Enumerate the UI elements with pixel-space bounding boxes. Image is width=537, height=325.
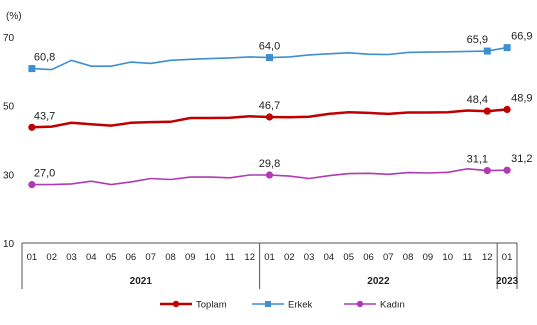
x-tick-label: 02: [284, 252, 295, 263]
data-label: 65,9: [467, 34, 488, 46]
year-label: 2022: [367, 276, 390, 287]
x-tick-label: 11: [463, 252, 473, 263]
data-label: 43,7: [34, 110, 55, 122]
data-label: 29,8: [259, 158, 280, 170]
x-tick-label: 12: [244, 252, 255, 263]
x-tick-label: 04: [324, 252, 335, 263]
y-tick-label: 50: [3, 102, 15, 113]
year-label: 2021: [130, 276, 153, 287]
y-tick-label: 30: [3, 170, 15, 181]
data-label: 48,4: [467, 94, 488, 106]
data-point-marker: [28, 181, 36, 189]
x-tick-label: 09: [185, 252, 196, 263]
data-label: 31,2: [511, 153, 532, 165]
x-tick-label: 08: [403, 252, 414, 263]
data-point-marker: [483, 47, 491, 55]
x-tick-label: 11: [225, 252, 235, 263]
y-tick-label: 70: [3, 33, 15, 44]
data-point-marker: [265, 113, 274, 121]
data-point-marker: [483, 107, 491, 115]
legend-marker: [172, 300, 180, 308]
legend-label: Kadın: [380, 300, 405, 311]
x-tick-label: 07: [383, 252, 394, 263]
data-point-marker: [483, 166, 491, 175]
y-axis-label: (%): [6, 11, 22, 22]
x-tick-label: 06: [126, 252, 137, 263]
legend-label: Erkek: [288, 300, 313, 311]
data-label: 64,0: [259, 41, 280, 53]
legend-marker: [265, 301, 271, 307]
x-tick-label: 05: [343, 252, 354, 263]
x-tick-label: 01: [27, 252, 38, 263]
x-tick-label: 10: [205, 252, 216, 263]
x-tick-label: 04: [86, 252, 97, 263]
data-point-marker: [503, 105, 511, 114]
data-point-marker: [265, 171, 274, 179]
x-tick-label: 07: [145, 252, 156, 263]
x-tick-label: 03: [304, 252, 315, 263]
data-point-marker: [266, 54, 273, 62]
data-point-marker: [28, 123, 36, 131]
data-point-marker: [503, 166, 511, 174]
data-label: 27,0: [34, 168, 55, 180]
x-tick-label: 08: [165, 252, 176, 263]
x-tick-label: 02: [46, 252, 57, 263]
x-tick-label: 01: [264, 252, 275, 263]
data-label: 31,1: [467, 154, 488, 166]
legend-label: Toplam: [196, 300, 227, 311]
data-label: 48,9: [511, 92, 532, 104]
x-tick-label: 06: [363, 252, 374, 263]
x-tick-label: 01: [502, 252, 513, 263]
data-label: 66,9: [511, 31, 532, 43]
legend-marker: [356, 300, 364, 308]
data-point-marker: [28, 65, 36, 73]
x-tick-label: 09: [423, 252, 434, 263]
data-label: 60,8: [34, 52, 55, 64]
x-tick-label: 05: [106, 252, 117, 263]
x-tick-label: 12: [482, 252, 493, 263]
x-tick-label: 03: [66, 252, 77, 263]
data-label: 46,7: [259, 100, 280, 112]
y-tick-label: 10: [3, 239, 15, 250]
year-label: 2023: [496, 276, 519, 287]
x-tick-label: 10: [442, 252, 453, 263]
data-point-marker: [503, 44, 511, 52]
